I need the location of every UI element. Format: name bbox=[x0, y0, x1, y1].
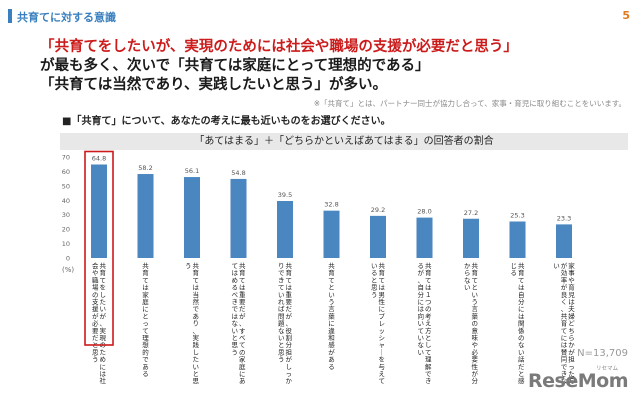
headline-line-1: 「共育てをしたいが、実現のためには社会や職場の支援が必要だと思う」 bbox=[40, 39, 518, 55]
bar bbox=[277, 201, 293, 258]
category-label: 共育ては自分には関係のない話だと感じる bbox=[511, 261, 526, 385]
category-label: 家事や育児は夫婦どちらかが担った方が効率が良く、共育てには賛同できない bbox=[553, 261, 575, 385]
sample-size: N=13,709 bbox=[577, 348, 628, 359]
bar-value-label: 32.8 bbox=[324, 201, 338, 209]
bar-value-label: 25.3 bbox=[510, 211, 524, 219]
category-label: 共育ては重要だが、すべての家庭にあてはめるべきではないと思う bbox=[232, 261, 247, 385]
bar bbox=[509, 221, 526, 258]
resemom-logo: ReseMom bbox=[528, 370, 628, 392]
y-tick-label: 0 bbox=[66, 255, 70, 263]
category-label: 共育ては１つの考え方として理解できるが、自分には向いていない bbox=[418, 261, 433, 385]
y-tick-label: 30 bbox=[62, 211, 70, 219]
bar bbox=[137, 174, 154, 258]
bar bbox=[323, 210, 340, 258]
headline-line-2: が最も多く、次いで「共育ては家庭にとって理想的である」 bbox=[40, 58, 430, 74]
y-unit-label: (%) bbox=[62, 266, 74, 274]
y-tick-label: 20 bbox=[62, 226, 70, 234]
bar-value-label: 28.0 bbox=[417, 208, 431, 216]
footnote: ※「共育て」とは、パートナー同士が協力し合って、家事・育児に取り組むことをいいま… bbox=[313, 99, 626, 108]
bar bbox=[463, 218, 479, 258]
bar bbox=[556, 224, 572, 258]
survey-question: ■「共育て」について、あなたの考えに最も近いものをお選びください。 bbox=[62, 116, 391, 127]
logo-subtext: リセマム bbox=[595, 366, 618, 372]
bar bbox=[91, 164, 107, 258]
y-tick-label: 40 bbox=[62, 197, 70, 205]
category-label: 共育ては当然であり、実践したいと思う bbox=[185, 261, 200, 385]
headline: 「共育てをしたいが、実現のためには社会や職場の支援が必要だと思う」 が最も多く、… bbox=[40, 38, 620, 95]
category-label: 共育てをしたいが、実現のためには社会や職場の支援が必要だと思う bbox=[92, 261, 107, 385]
section-title: 共育てに対する意識 bbox=[17, 11, 116, 24]
y-tick-label: 50 bbox=[62, 182, 70, 190]
category-label: 共育てという言葉に違和感がある bbox=[328, 261, 335, 371]
highlight-box bbox=[84, 150, 114, 346]
section-accent-bar bbox=[8, 9, 12, 23]
bar-value-label: 56.1 bbox=[185, 167, 199, 175]
bar-value-label: 29.2 bbox=[371, 206, 385, 214]
y-tick-label: 70 bbox=[62, 154, 70, 162]
bar bbox=[416, 217, 433, 258]
y-tick-label: 60 bbox=[62, 168, 70, 176]
bar-value-label: 39.5 bbox=[278, 191, 292, 199]
bar-value-label: 54.8 bbox=[231, 169, 245, 177]
bar bbox=[370, 215, 386, 258]
category-label: 共育てという言葉の意味や必要性が分からない bbox=[464, 261, 479, 385]
y-tick-label: 10 bbox=[62, 240, 70, 248]
bar-value-label: 23.3 bbox=[557, 214, 571, 222]
category-label: 共育ては家庭にとって理想的である bbox=[142, 261, 149, 378]
page-number: 5 bbox=[622, 9, 630, 22]
bar-value-label: 64.8 bbox=[92, 155, 106, 163]
bar bbox=[230, 178, 247, 258]
bar bbox=[184, 177, 200, 258]
headline-line-3: 「共育ては当然であり、実践したいと思う」が多い。 bbox=[40, 77, 387, 93]
bar-value-label: 58.2 bbox=[138, 164, 152, 172]
category-label: 共育ては男性にプレッシャ｜を与えていると思う bbox=[371, 261, 386, 385]
bar-value-label: 27.2 bbox=[464, 209, 478, 217]
chart-title: 「あてはまる」＋「どちらかといえばあてはまる」の回答者の割合 bbox=[60, 133, 628, 150]
category-label: 共育ては重要だが、役割分担がしっかりできていれば問題ないと思う bbox=[278, 261, 293, 385]
